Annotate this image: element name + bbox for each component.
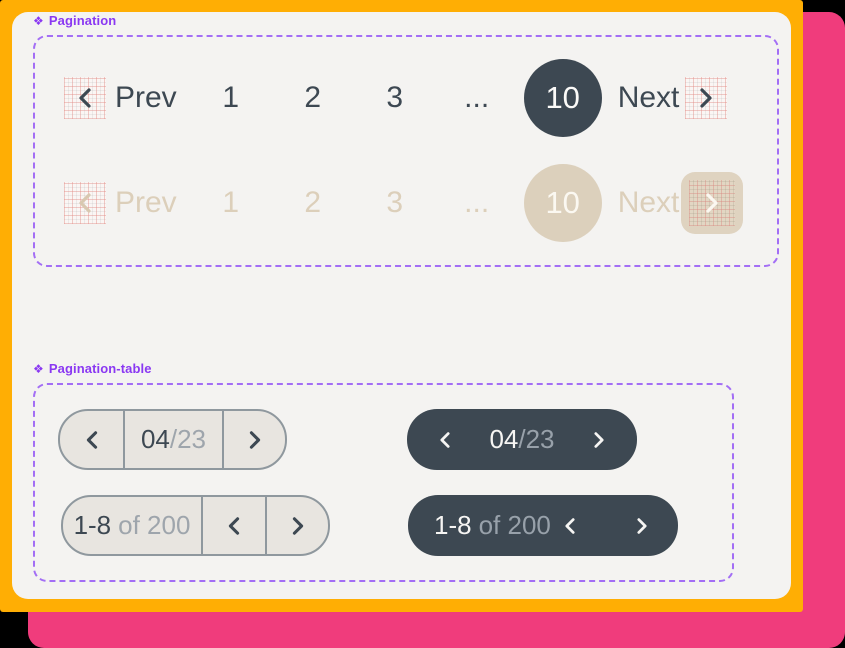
section-title-pagination: ❖ Pagination bbox=[33, 13, 116, 28]
chevron-right-icon bbox=[706, 193, 718, 213]
page-number-3-disabled: 3 bbox=[386, 186, 404, 219]
section-title-text: Pagination bbox=[48, 13, 117, 28]
chevron-left-icon bbox=[79, 88, 91, 108]
section-title-text: Pagination-table bbox=[48, 361, 152, 376]
page-indicator: 04/23 bbox=[489, 424, 554, 455]
table-pager-pages-light: 04/23 bbox=[58, 409, 287, 470]
chevron-left-icon bbox=[79, 193, 91, 213]
range-value: 1-8 bbox=[434, 510, 472, 540]
chevron-right-icon bbox=[249, 430, 260, 449]
prev-page-button[interactable] bbox=[60, 411, 123, 468]
total-pages-value: /23 bbox=[169, 424, 207, 454]
segment-divider bbox=[123, 411, 125, 468]
prev-label-disabled: Prev bbox=[115, 186, 177, 219]
page-ellipsis: ... bbox=[464, 81, 490, 114]
next-page-button-disabled bbox=[681, 172, 744, 234]
component-diamond-icon: ❖ bbox=[33, 361, 44, 376]
range-total-value: of 200 bbox=[478, 510, 551, 540]
page-number-2[interactable]: 2 bbox=[304, 81, 322, 114]
page-number-3[interactable]: 3 bbox=[386, 81, 404, 114]
pagination-row-default: Prev 1 2 3 ... 10 Next bbox=[64, 58, 728, 138]
component-diamond-icon: ❖ bbox=[33, 13, 44, 28]
page-number-1[interactable]: 1 bbox=[222, 81, 240, 114]
prev-page-button[interactable] bbox=[203, 497, 265, 554]
next-page-button[interactable] bbox=[685, 77, 728, 119]
pagination-table-component-frame bbox=[33, 383, 734, 582]
chevron-right-icon[interactable] bbox=[591, 430, 607, 450]
page-ellipsis-disabled: ... bbox=[464, 186, 490, 219]
prev-label[interactable]: Prev bbox=[115, 81, 177, 114]
chevron-right-icon[interactable] bbox=[634, 516, 650, 536]
range-indicator: 1-8 of 200 bbox=[63, 497, 201, 554]
chevron-right-icon bbox=[292, 516, 303, 535]
current-page-value: 04 bbox=[140, 424, 170, 454]
next-page-button[interactable] bbox=[224, 411, 285, 468]
segment-divider bbox=[265, 497, 267, 554]
section-title-pagination-table: ❖ Pagination-table bbox=[33, 361, 152, 376]
range-indicator: 1-8 of 200 bbox=[434, 510, 551, 541]
current-page-number: 10 bbox=[545, 80, 580, 115]
pagination-row-disabled: Prev 1 2 3 ... 10 Next bbox=[64, 163, 744, 243]
current-page-value: 04 bbox=[489, 424, 519, 454]
prev-page-button[interactable] bbox=[64, 77, 106, 119]
chevron-left-icon bbox=[86, 430, 97, 449]
page-number-2-disabled: 2 bbox=[304, 186, 322, 219]
chevron-left-icon[interactable] bbox=[437, 430, 453, 450]
next-label[interactable]: Next bbox=[617, 81, 680, 114]
current-page-badge[interactable]: 10 bbox=[523, 59, 602, 137]
table-pager-range-dark: 1-8 of 200 bbox=[408, 495, 678, 556]
chevron-left-icon[interactable] bbox=[562, 516, 578, 536]
chevron-left-icon bbox=[228, 516, 240, 535]
placeholder-pattern bbox=[689, 180, 736, 226]
current-page-number-disabled: 10 bbox=[545, 185, 580, 220]
next-label-disabled: Next bbox=[617, 186, 680, 219]
pagination-component-frame bbox=[33, 35, 779, 267]
table-pager-pages-dark: 04/23 bbox=[407, 409, 637, 470]
prev-page-button-disabled bbox=[64, 182, 106, 224]
page-number-1-disabled: 1 bbox=[222, 186, 240, 219]
design-canvas: ❖ Pagination Prev 1 2 3 ... 10 Next Prev… bbox=[12, 12, 791, 599]
chevron-right-icon bbox=[700, 88, 712, 108]
next-page-button[interactable] bbox=[267, 497, 328, 554]
page-indicator: 04/23 bbox=[125, 411, 222, 468]
range-total-value: of 200 bbox=[118, 510, 191, 540]
segment-divider bbox=[201, 497, 203, 554]
table-pager-range-light: 1-8 of 200 bbox=[61, 495, 330, 556]
total-pages-value: /23 bbox=[518, 424, 555, 454]
current-page-badge-disabled: 10 bbox=[523, 164, 602, 242]
segment-divider bbox=[222, 411, 224, 468]
range-value: 1-8 bbox=[73, 510, 112, 540]
